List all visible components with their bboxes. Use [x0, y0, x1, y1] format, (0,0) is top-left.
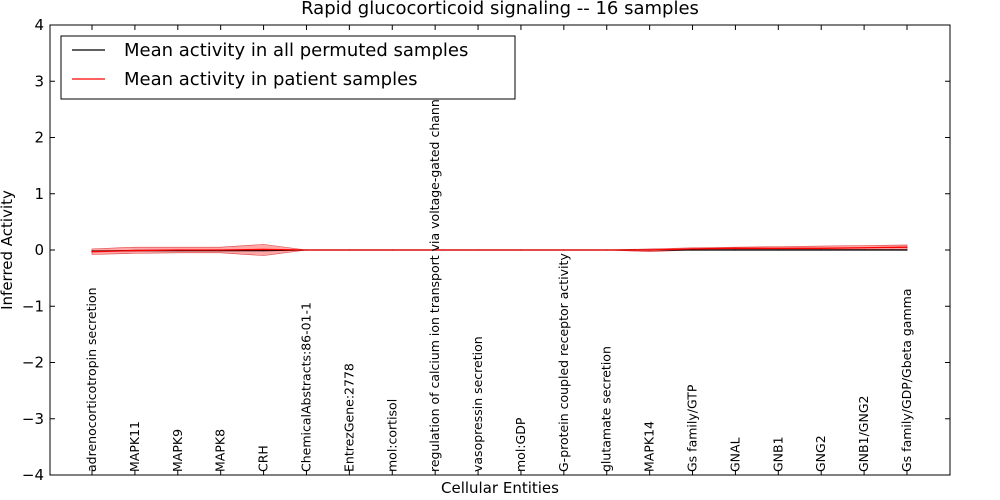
data-point-patient — [734, 247, 737, 249]
data-point-patient — [606, 249, 608, 251]
category-layer: adrenocorticotropin secretion MAPK11 MAPK9… — [84, 88, 914, 472]
y-tick-label: −3 — [22, 410, 44, 428]
category-label: CRH — [256, 445, 271, 472]
category-label: ChemicalAbstracts:86-01-1 — [298, 302, 313, 472]
category-label: glutamate secretion — [599, 346, 614, 472]
category-label: GNB1/GNG2 — [856, 396, 871, 472]
y-axis-label: Inferred Activity — [0, 190, 16, 310]
x-axis-label: Cellular Entities — [441, 479, 559, 497]
category-label: MAPK8 — [213, 429, 228, 472]
category-label: vasopressin secretion — [470, 336, 485, 472]
data-point-patient — [348, 249, 350, 251]
category-label: Gs family/GTP — [685, 384, 700, 472]
data-point-patient — [177, 249, 179, 251]
data-point-patient — [520, 249, 522, 251]
category-label: mol:cortisol — [384, 399, 399, 472]
data-point-patient — [91, 251, 93, 253]
y-tick-label: 1 — [34, 185, 44, 203]
category-label: adrenocorticotropin secretion — [84, 287, 99, 472]
y-tick-label: 3 — [34, 72, 44, 90]
data-point-patient — [220, 249, 222, 251]
data-point-permuted — [262, 249, 265, 252]
data-point-patient — [391, 249, 393, 251]
data-point-patient — [434, 249, 436, 251]
legend-box — [60, 35, 516, 100]
data-point-patient — [649, 249, 651, 251]
category-label: EntrezGene:2778 — [341, 363, 356, 472]
y-tick-label: −2 — [22, 354, 44, 372]
data-point-permuted — [863, 249, 865, 251]
category-label: G-protein coupled receptor activity — [556, 253, 571, 472]
legend: Mean activity in all permuted samples Me… — [60, 35, 516, 100]
data-point-patient — [305, 249, 308, 251]
data-point-permuted — [777, 249, 779, 251]
data-point-patient — [820, 247, 822, 249]
data-point-patient — [262, 248, 265, 251]
category-label: GNG2 — [813, 435, 828, 472]
y-tick-label: 4 — [34, 16, 44, 34]
category-label: MAPK9 — [170, 429, 185, 472]
data-point-patient — [777, 247, 779, 249]
data-point-patient — [906, 246, 908, 248]
y-tick-label: 0 — [34, 241, 44, 259]
y-tick-label: −4 — [22, 466, 44, 484]
data-point-permuted — [734, 249, 737, 251]
category-label: GNAL — [727, 437, 742, 472]
data-point-patient — [863, 247, 865, 249]
series-line-patient — [91, 246, 908, 253]
chart-title: Rapid glucocorticoid signaling -- 16 sam… — [301, 0, 699, 19]
data-point-permuted — [906, 249, 908, 251]
category-label: MAPK11 — [127, 421, 142, 472]
data-point-patient — [477, 249, 479, 251]
category-label: regulation of calcium ion transport via … — [427, 88, 442, 472]
y-tick-label: 2 — [34, 129, 44, 147]
data-point-permuted — [691, 249, 694, 251]
data-point-permuted — [820, 249, 822, 251]
y-tick-label: −1 — [22, 297, 44, 315]
data-point-patient — [691, 248, 694, 250]
category-label: MAPK14 — [642, 421, 657, 472]
data-point-patient — [563, 249, 565, 251]
category-label: Gs family/GDP/Gbeta gamma — [899, 289, 914, 472]
line-layer — [91, 246, 908, 253]
legend-label-permuted: Mean activity in all permuted samples — [124, 40, 468, 61]
legend-label-patient: Mean activity in patient samples — [124, 69, 418, 90]
data-point-patient — [134, 249, 136, 252]
category-label: mol:GDP — [513, 417, 528, 472]
category-label: GNB1 — [770, 436, 785, 472]
tick-layer: 4 3 2 1 0 −1 −2 −3 −4 — [22, 16, 950, 484]
